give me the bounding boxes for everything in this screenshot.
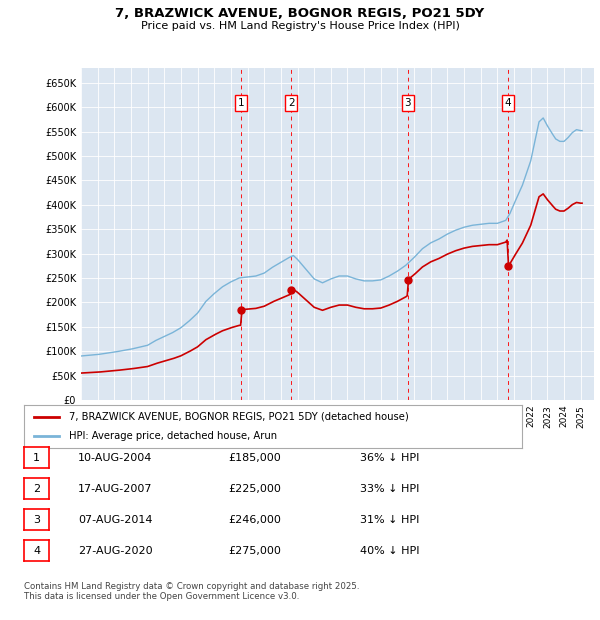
Text: 2: 2: [33, 484, 40, 494]
Text: 40% ↓ HPI: 40% ↓ HPI: [360, 546, 419, 556]
Text: 33% ↓ HPI: 33% ↓ HPI: [360, 484, 419, 494]
Text: Contains HM Land Registry data © Crown copyright and database right 2025.
This d: Contains HM Land Registry data © Crown c…: [24, 582, 359, 601]
Text: 36% ↓ HPI: 36% ↓ HPI: [360, 453, 419, 463]
Text: 07-AUG-2014: 07-AUG-2014: [78, 515, 152, 525]
Text: 17-AUG-2007: 17-AUG-2007: [78, 484, 152, 494]
Text: 27-AUG-2020: 27-AUG-2020: [78, 546, 152, 556]
Text: £185,000: £185,000: [228, 453, 281, 463]
Text: £225,000: £225,000: [228, 484, 281, 494]
Text: 2: 2: [288, 98, 295, 108]
Text: 1: 1: [238, 98, 245, 108]
Text: £275,000: £275,000: [228, 546, 281, 556]
Text: 7, BRAZWICK AVENUE, BOGNOR REGIS, PO21 5DY: 7, BRAZWICK AVENUE, BOGNOR REGIS, PO21 5…: [115, 7, 485, 20]
Text: 3: 3: [404, 98, 411, 108]
Text: 10-AUG-2004: 10-AUG-2004: [78, 453, 152, 463]
Text: 1: 1: [33, 453, 40, 463]
Text: HPI: Average price, detached house, Arun: HPI: Average price, detached house, Arun: [69, 432, 277, 441]
Text: 3: 3: [33, 515, 40, 525]
Text: 31% ↓ HPI: 31% ↓ HPI: [360, 515, 419, 525]
Text: Price paid vs. HM Land Registry's House Price Index (HPI): Price paid vs. HM Land Registry's House …: [140, 21, 460, 31]
Text: 7, BRAZWICK AVENUE, BOGNOR REGIS, PO21 5DY (detached house): 7, BRAZWICK AVENUE, BOGNOR REGIS, PO21 5…: [69, 412, 409, 422]
Text: 4: 4: [33, 546, 40, 556]
Text: 4: 4: [505, 98, 512, 108]
Text: £246,000: £246,000: [228, 515, 281, 525]
